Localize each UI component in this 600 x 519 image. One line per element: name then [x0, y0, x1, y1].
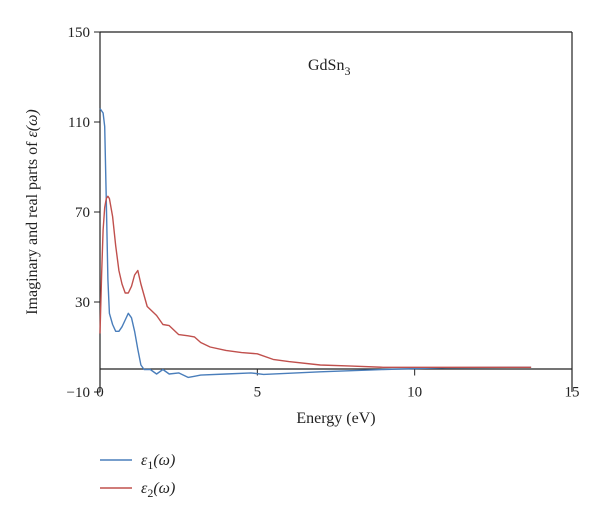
y-tick-label: 70: [75, 205, 90, 221]
x-tick-label: 5: [254, 385, 262, 401]
legend-label-eps2-tail: (ω): [153, 480, 175, 497]
legend-label-eps1-tail: (ω): [153, 452, 175, 469]
annotation-main: GdSn: [308, 57, 344, 74]
y-axis-title-prefix: Imaginary and real parts of: [24, 138, 41, 315]
legend-label-eps1: ε1(ω): [141, 452, 175, 472]
y-axis-title-symbol: ε(ω): [24, 109, 41, 137]
series-line-eps1: [99, 108, 532, 379]
legend-label-eps1-main: ε: [141, 452, 148, 469]
y-axis-title: Imaginary and real parts of ε(ω): [24, 109, 41, 315]
data-series: [99, 108, 532, 379]
legend-label-eps1-sub: 1: [147, 458, 153, 472]
legend-item-eps2: ε2(ω): [100, 480, 175, 500]
series-line-eps2: [99, 195, 532, 368]
x-tick-label: 15: [565, 385, 580, 401]
x-axis-title: Energy (eV): [296, 410, 375, 427]
y-tick-label: 110: [68, 115, 90, 131]
annotation-subscript: 3: [344, 64, 350, 78]
chart-annotation: GdSn3: [308, 57, 350, 78]
plot-axes: [99, 31, 573, 392]
y-tick-label: 30: [75, 295, 90, 311]
legend-label-eps2: ε2(ω): [141, 480, 175, 500]
legend-label-eps2-main: ε: [141, 480, 148, 497]
legend-item-eps1: ε1(ω): [100, 452, 175, 472]
legend: ε1(ω) ε2(ω): [100, 452, 175, 500]
y-tick-label: −10: [67, 385, 90, 401]
y-tick-label: 150: [68, 25, 91, 41]
legend-label-eps2-sub: 2: [147, 486, 153, 500]
x-tick-label: 10: [407, 385, 422, 401]
